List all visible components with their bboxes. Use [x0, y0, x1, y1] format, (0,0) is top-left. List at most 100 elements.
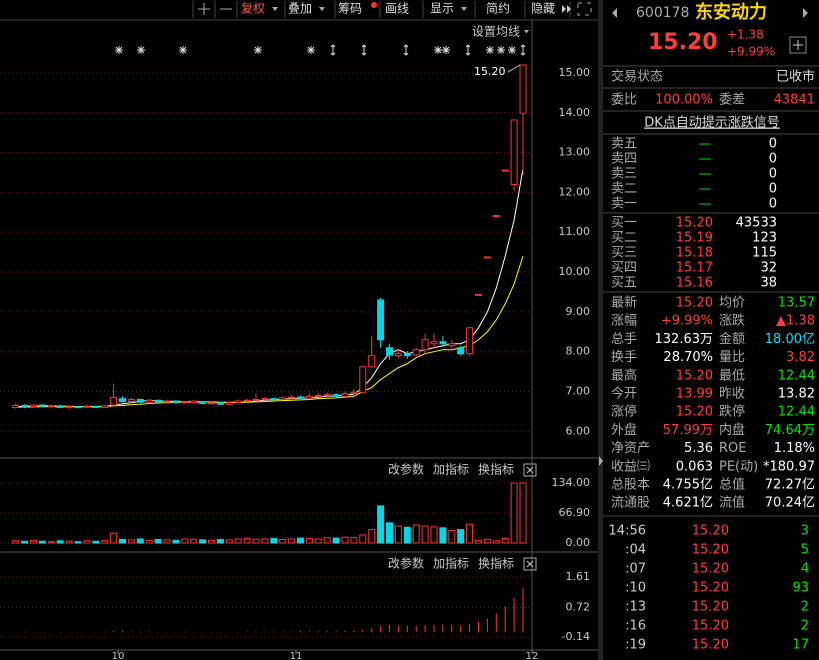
candle-body	[38, 404, 46, 407]
tick-label: 134.00	[552, 476, 591, 489]
quote-text: 委比	[611, 93, 637, 108]
candle-body	[30, 404, 37, 408]
toolbar-button[interactable]: 画线	[385, 2, 409, 16]
last-label-leader	[507, 64, 521, 73]
quote-text: —	[699, 137, 712, 152]
moving-average	[15, 255, 524, 408]
panel-tool[interactable]: 改参数	[388, 556, 424, 571]
quote-text[interactable]: DK点自动提示涨跌信号	[644, 115, 780, 131]
quote-text: 4.621亿	[663, 496, 713, 511]
event-arrow[interactable]	[520, 44, 526, 56]
toolbar-button[interactable]: 隐藏	[531, 2, 555, 16]
candle-body	[56, 405, 64, 408]
volume-bar	[261, 538, 269, 544]
event-arrow[interactable]	[403, 44, 409, 56]
volume-bar	[403, 526, 411, 544]
quote-text: 57.99万	[663, 423, 713, 438]
quote-text: 总值	[719, 477, 745, 493]
volume-bar	[457, 529, 465, 544]
toolbar-button[interactable]: 复权	[241, 2, 265, 16]
volume-bar	[448, 529, 456, 544]
quote-text: 量比	[719, 350, 745, 365]
event-star[interactable]	[179, 46, 187, 54]
event-arrow[interactable]	[330, 44, 336, 56]
event-arrow[interactable]	[361, 44, 367, 56]
prev-stock[interactable]	[612, 8, 617, 18]
event-star[interactable]	[442, 46, 450, 54]
quote-text: 0	[769, 197, 777, 212]
quote-text: 600178	[636, 5, 689, 21]
close-icon	[526, 466, 534, 474]
candle-body	[501, 169, 509, 172]
volume-bar	[101, 539, 109, 544]
event-arrow[interactable]	[465, 44, 471, 56]
close-panel[interactable]	[523, 557, 537, 571]
quote-text: 卖三	[611, 167, 637, 182]
quote-text: 15.20	[692, 619, 729, 634]
close-panel[interactable]	[523, 463, 537, 477]
panel-tool[interactable]: 换指标	[478, 462, 514, 477]
quote-text: 5.36	[684, 441, 713, 456]
quote-text: 28.70%	[663, 350, 713, 365]
quote-text: 总手	[611, 332, 637, 347]
candle-body	[12, 404, 20, 408]
quote-text: 123	[752, 231, 777, 246]
add-button[interactable]	[789, 36, 807, 54]
quote-text: :16	[625, 619, 646, 634]
volume-bar	[21, 540, 29, 544]
volume-bar	[199, 539, 207, 544]
price-tick-label: 8.00	[566, 345, 591, 358]
event-star[interactable]	[137, 46, 145, 54]
quote-text: 32	[760, 261, 777, 276]
candle-body	[261, 398, 269, 401]
event-star[interactable]	[486, 46, 494, 54]
price-tick-label: 15.00	[559, 66, 591, 79]
volume-bar	[323, 537, 331, 544]
splitter[interactable]	[598, 0, 603, 660]
volume-bar	[359, 534, 367, 544]
event-star[interactable]	[497, 46, 505, 54]
event-star[interactable]	[508, 46, 516, 54]
toolbar-button[interactable]: 筹码	[338, 2, 362, 16]
toolbar-button[interactable]: 显示	[430, 2, 454, 16]
quote-text: 15.20	[692, 638, 729, 653]
event-star[interactable]	[115, 46, 123, 54]
quote-text: 昨收	[719, 387, 745, 402]
panel-tool[interactable]: 加指标	[433, 556, 469, 571]
price-tick-label: 13.00	[559, 146, 591, 159]
quote-text: 18.00亿	[765, 332, 815, 347]
candle-body	[190, 400, 198, 404]
candle-body	[92, 405, 100, 408]
quote-text: 换手	[611, 350, 637, 365]
candle-body	[314, 394, 322, 397]
next-stock[interactable]	[803, 8, 808, 18]
toolbar-button[interactable]: 叠加	[288, 2, 312, 16]
dropdown-arrow	[524, 30, 529, 34]
volume-bar	[341, 536, 349, 544]
panel-tool[interactable]: 改参数	[388, 462, 424, 477]
event-star[interactable]	[254, 46, 262, 54]
quote-separators	[603, 65, 819, 517]
price-tick-label: 9.00	[566, 305, 591, 318]
quote-text: +9.99%	[727, 45, 775, 59]
volume-bar	[47, 541, 55, 544]
candle-body	[510, 119, 518, 185]
ma-settings[interactable]: 设置均线	[472, 25, 520, 39]
panel-tool[interactable]: 换指标	[478, 556, 514, 571]
volume-bar	[377, 505, 385, 544]
candle-body	[305, 395, 313, 399]
volume-bar	[270, 538, 278, 544]
panel-tool[interactable]: 加指标	[433, 462, 469, 477]
quote-text: +9.99%	[661, 314, 713, 329]
quote-text: 115	[752, 246, 777, 261]
event-star[interactable]	[307, 46, 315, 54]
candle-body	[297, 396, 304, 399]
event-star[interactable]	[434, 46, 442, 54]
quote-text: 收益㈢	[611, 459, 650, 474]
volume-bar	[12, 540, 20, 544]
volume-bar	[466, 523, 474, 544]
candle-body	[519, 64, 527, 114]
toolbar-button[interactable]: 简约	[486, 1, 510, 16]
splitter-arrow[interactable]	[599, 456, 603, 466]
